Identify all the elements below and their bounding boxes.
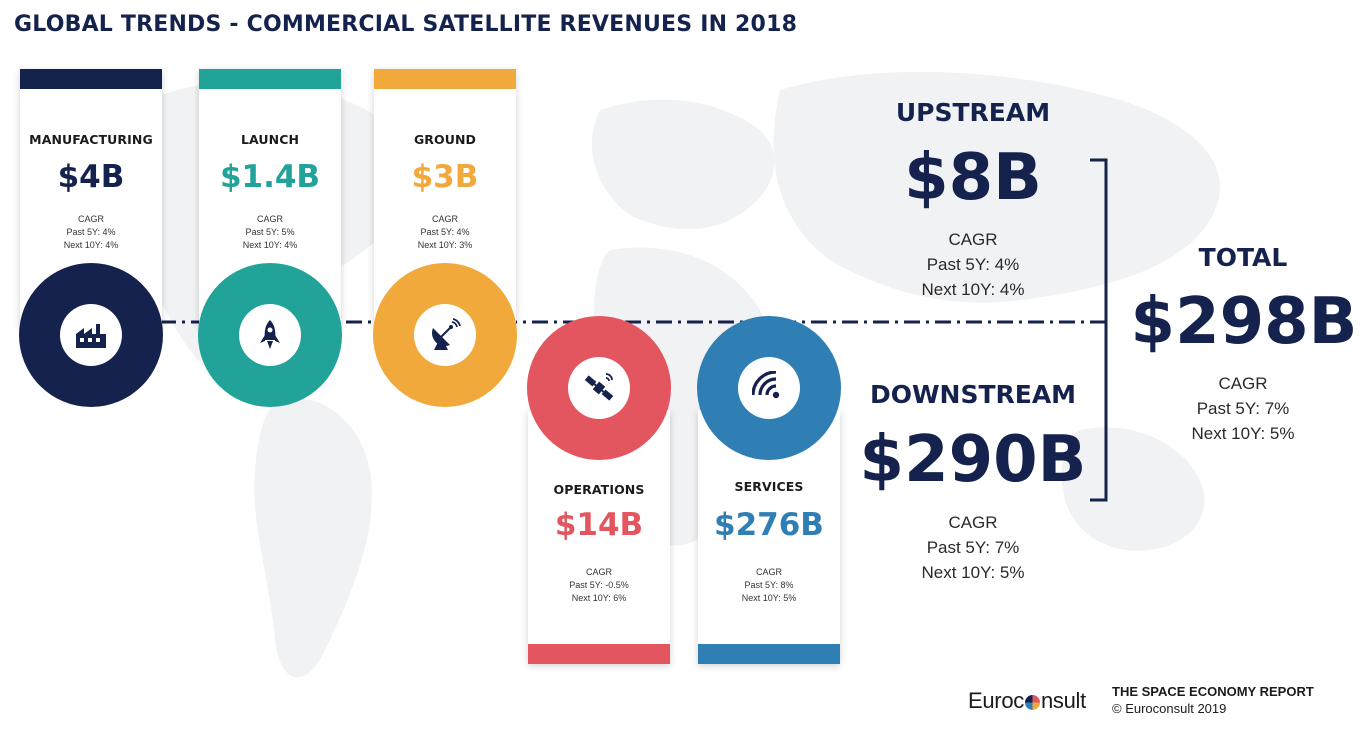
operations-cagr: CAGR Past 5Y: -0.5% Next 10Y: 6%	[528, 566, 670, 605]
logo-text-right: nsult	[1040, 688, 1086, 713]
past-5y: Past 5Y: -0.5%	[569, 580, 629, 590]
operations-label: OPERATIONS	[553, 482, 645, 497]
manufacturing-cagr: CAGR Past 5Y: 4% Next 10Y: 4%	[20, 213, 162, 252]
satellite-dish-icon	[432, 318, 461, 350]
services-card: SERVICES $276B CAGR Past 5Y: 8% Next 10Y…	[698, 410, 840, 664]
upstream-cagr: CAGR Past 5Y: 4% Next 10Y: 4%	[873, 227, 1073, 302]
manufacturing-label: MANUFACTURING	[29, 132, 153, 147]
rocket-icon	[260, 320, 280, 349]
past-5y: Past 5Y: 4%	[66, 227, 116, 237]
past-5y: Past 5Y: 4%	[926, 255, 1020, 274]
cagr-label: CAGR	[1218, 374, 1268, 393]
cagr-label: CAGR	[256, 214, 283, 224]
next-10y: Next 10Y: 4%	[921, 280, 1025, 299]
manufacturing-value: $4B	[57, 159, 125, 195]
euroconsult-logo: Euroc nsult	[968, 688, 1086, 714]
upstream-label: UPSTREAM	[895, 98, 1051, 127]
launch-circle	[198, 263, 342, 407]
total-cagr: CAGR Past 5Y: 7% Next 10Y: 5%	[1143, 371, 1343, 446]
next-10y: Next 10Y: 3%	[417, 240, 473, 250]
manufacturing-circle	[19, 263, 163, 407]
ground-label: GROUND	[413, 132, 477, 147]
cagr-label: CAGR	[585, 567, 612, 577]
cagr-label: CAGR	[431, 214, 458, 224]
total-label: TOTAL	[1198, 243, 1288, 272]
past-5y: Past 5Y: 7%	[926, 538, 1020, 557]
cagr-label: CAGR	[948, 513, 998, 532]
past-5y: Past 5Y: 7%	[1196, 399, 1290, 418]
next-10y: Next 10Y: 4%	[63, 240, 119, 250]
next-10y: Next 10Y: 4%	[242, 240, 298, 250]
past-5y: Past 5Y: 8%	[744, 580, 794, 590]
launch-bar	[199, 69, 341, 89]
page-title: GLOBAL TRENDS - COMMERCIAL SATELLITE REV…	[14, 12, 798, 37]
next-10y: Next 10Y: 5%	[741, 593, 797, 603]
services-bar	[698, 644, 840, 664]
operations-circle	[527, 316, 671, 460]
operations-value: $14B	[554, 507, 644, 543]
logo-text-left: Euroc	[968, 688, 1024, 713]
cagr-label: CAGR	[948, 230, 998, 249]
services-label: SERVICES	[734, 479, 804, 494]
ground-circle	[373, 263, 517, 407]
satellite-icon	[584, 373, 614, 401]
operations-bar	[528, 644, 670, 664]
cagr-label: CAGR	[77, 214, 104, 224]
next-10y: Next 10Y: 6%	[571, 593, 627, 603]
manufacturing-bar	[20, 69, 162, 89]
upstream-value: $8B	[904, 141, 1042, 215]
bracket	[1090, 158, 1108, 502]
factory-icon	[76, 324, 106, 348]
next-10y: Next 10Y: 5%	[921, 563, 1025, 582]
ground-bar	[374, 69, 516, 89]
downstream-value: $290B	[859, 423, 1087, 497]
ground-cagr: CAGR Past 5Y: 4% Next 10Y: 3%	[374, 213, 516, 252]
cagr-label: CAGR	[755, 567, 782, 577]
services-cagr: CAGR Past 5Y: 8% Next 10Y: 5%	[698, 566, 840, 605]
past-5y: Past 5Y: 5%	[245, 227, 295, 237]
signal-icon	[752, 371, 780, 399]
services-value: $276B	[714, 507, 824, 543]
downstream-label: DOWNSTREAM	[869, 380, 1077, 409]
operations-card: OPERATIONS $14B CAGR Past 5Y: -0.5% Next…	[528, 410, 670, 664]
launch-value: $1.4B	[219, 159, 321, 195]
launch-label: LAUNCH	[240, 132, 300, 147]
ground-value: $3B	[411, 159, 479, 195]
copyright: © Euroconsult 2019	[1112, 701, 1227, 716]
past-5y: Past 5Y: 4%	[420, 227, 470, 237]
report-title: THE SPACE ECONOMY REPORT	[1112, 684, 1314, 699]
next-10y: Next 10Y: 5%	[1191, 424, 1295, 443]
services-circle	[697, 316, 841, 460]
logo-dot-icon	[1024, 694, 1040, 710]
downstream-cagr: CAGR Past 5Y: 7% Next 10Y: 5%	[873, 510, 1073, 585]
total-value: $298B	[1130, 285, 1358, 359]
launch-cagr: CAGR Past 5Y: 5% Next 10Y: 4%	[199, 213, 341, 252]
